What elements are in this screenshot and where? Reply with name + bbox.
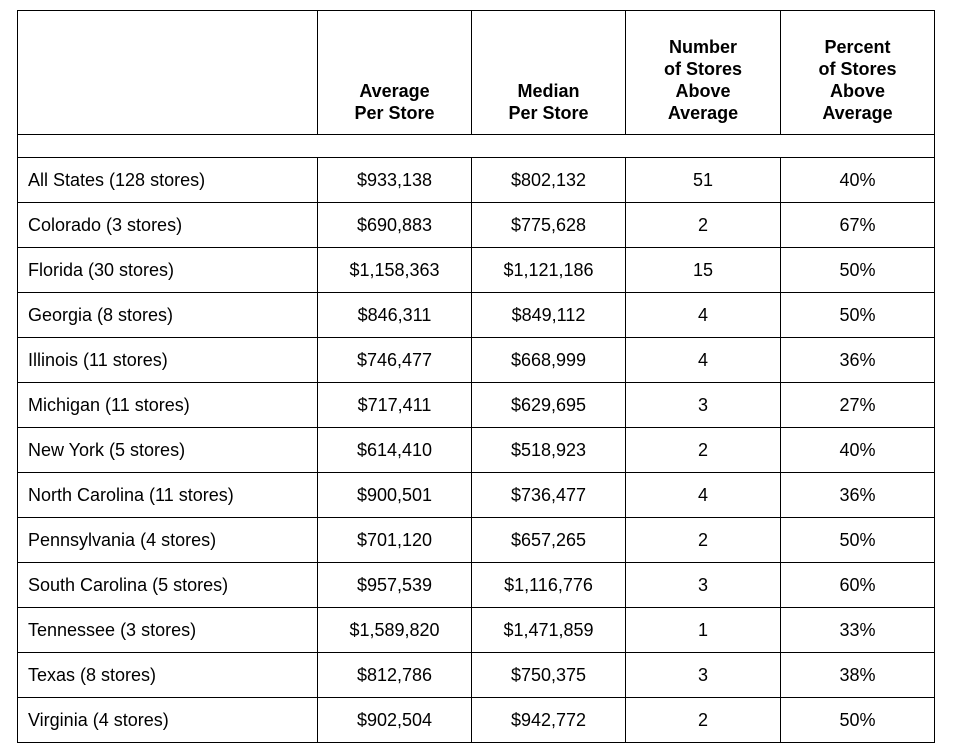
percent-above-average-cell: 50% — [780, 517, 935, 563]
state-label-cell: Texas (8 stores) — [17, 652, 318, 698]
count-above-average-cell: 4 — [625, 292, 781, 338]
state-label-cell: Florida (30 stores) — [17, 247, 318, 293]
median-cell: $1,116,776 — [471, 562, 626, 608]
count-above-average-cell: 2 — [625, 202, 781, 248]
count-above-average-cell: 3 — [625, 562, 781, 608]
store-sales-table: Average Per Store Median Per Store Numbe… — [17, 10, 935, 743]
percent-above-average-cell: 36% — [780, 472, 935, 518]
header-median-per-store: Median Per Store — [471, 10, 626, 135]
percent-above-average-cell: 60% — [780, 562, 935, 608]
median-cell: $775,628 — [471, 202, 626, 248]
median-cell: $629,695 — [471, 382, 626, 428]
count-above-average-cell: 3 — [625, 652, 781, 698]
header-row: Average Per Store Median Per Store Numbe… — [17, 10, 935, 135]
average-cell: $701,120 — [317, 517, 472, 563]
count-above-average-cell: 2 — [625, 517, 781, 563]
percent-above-average-cell: 36% — [780, 337, 935, 383]
count-above-average-cell: 1 — [625, 607, 781, 653]
state-label-cell: Illinois (11 stores) — [17, 337, 318, 383]
median-cell: $849,112 — [471, 292, 626, 338]
state-label-cell: All States (128 stores) — [17, 157, 318, 203]
state-label-cell: Tennessee (3 stores) — [17, 607, 318, 653]
median-cell: $1,121,186 — [471, 247, 626, 293]
average-cell: $614,410 — [317, 427, 472, 473]
average-cell: $846,311 — [317, 292, 472, 338]
state-label-cell: Pennsylvania (4 stores) — [17, 517, 318, 563]
percent-above-average-cell: 40% — [780, 427, 935, 473]
median-cell: $736,477 — [471, 472, 626, 518]
table-row: North Carolina (11 stores) $900,501 $736,4… — [17, 472, 935, 518]
spacer-row — [17, 134, 935, 158]
count-above-average-cell: 4 — [625, 337, 781, 383]
average-cell: $746,477 — [317, 337, 472, 383]
percent-above-average-cell: 40% — [780, 157, 935, 203]
count-above-average-cell: 51 — [625, 157, 781, 203]
percent-above-average-cell: 27% — [780, 382, 935, 428]
percent-above-average-cell: 50% — [780, 292, 935, 338]
median-cell: $1,471,859 — [471, 607, 626, 653]
median-cell: $802,132 — [471, 157, 626, 203]
count-above-average-cell: 3 — [625, 382, 781, 428]
table-row: Tennessee (3 stores) $1,589,820 $1,471,859… — [17, 607, 935, 653]
table-row: Virginia (4 stores) $902,504 $942,772 2 50% — [17, 697, 935, 743]
state-label-cell: New York (5 stores) — [17, 427, 318, 473]
median-cell: $668,999 — [471, 337, 626, 383]
table-row: Georgia (8 stores) $846,311 $849,112 4 50% — [17, 292, 935, 338]
spacer-cell — [17, 134, 935, 158]
average-cell: $933,138 — [317, 157, 472, 203]
table-row: New York (5 stores) $614,410 $518,923 2 40% — [17, 427, 935, 473]
average-cell: $1,158,363 — [317, 247, 472, 293]
percent-above-average-cell: 67% — [780, 202, 935, 248]
state-label-cell: Michigan (11 stores) — [17, 382, 318, 428]
table-row: Pennsylvania (4 stores) $701,120 $657,265 2… — [17, 517, 935, 563]
header-average-per-store: Average Per Store — [317, 10, 472, 135]
state-label-cell: Colorado (3 stores) — [17, 202, 318, 248]
count-above-average-cell: 4 — [625, 472, 781, 518]
average-cell: $957,539 — [317, 562, 472, 608]
average-cell: $900,501 — [317, 472, 472, 518]
average-cell: $1,589,820 — [317, 607, 472, 653]
header-percent-above-average: Percent of Stores Above Average — [780, 10, 935, 135]
count-above-average-cell: 2 — [625, 427, 781, 473]
state-label-cell: South Carolina (5 stores) — [17, 562, 318, 608]
average-cell: $812,786 — [317, 652, 472, 698]
percent-above-average-cell: 50% — [780, 697, 935, 743]
header-state — [17, 10, 318, 135]
median-cell: $518,923 — [471, 427, 626, 473]
header-number-above-average: Number of Stores Above Average — [625, 10, 781, 135]
percent-above-average-cell: 33% — [780, 607, 935, 653]
median-cell: $750,375 — [471, 652, 626, 698]
state-label-cell: North Carolina (11 stores) — [17, 472, 318, 518]
count-above-average-cell: 15 — [625, 247, 781, 293]
median-cell: $942,772 — [471, 697, 626, 743]
table-row: Florida (30 stores) $1,158,363 $1,121,186 1… — [17, 247, 935, 293]
median-cell: $657,265 — [471, 517, 626, 563]
table-row: South Carolina (5 stores) $957,539 $1,116,… — [17, 562, 935, 608]
count-above-average-cell: 2 — [625, 697, 781, 743]
percent-above-average-cell: 38% — [780, 652, 935, 698]
table-row: Colorado (3 stores) $690,883 $775,628 2 67% — [17, 202, 935, 248]
average-cell: $717,411 — [317, 382, 472, 428]
percent-above-average-cell: 50% — [780, 247, 935, 293]
state-label-cell: Georgia (8 stores) — [17, 292, 318, 338]
average-cell: $690,883 — [317, 202, 472, 248]
table-row: Illinois (11 stores) $746,477 $668,999 4 36% — [17, 337, 935, 383]
state-label-cell: Virginia (4 stores) — [17, 697, 318, 743]
table-row: Texas (8 stores) $812,786 $750,375 3 38% — [17, 652, 935, 698]
average-cell: $902,504 — [317, 697, 472, 743]
table-row: All States (128 stores) $933,138 $802,132 5… — [17, 157, 935, 203]
table-row: Michigan (11 stores) $717,411 $629,695 3 27% — [17, 382, 935, 428]
